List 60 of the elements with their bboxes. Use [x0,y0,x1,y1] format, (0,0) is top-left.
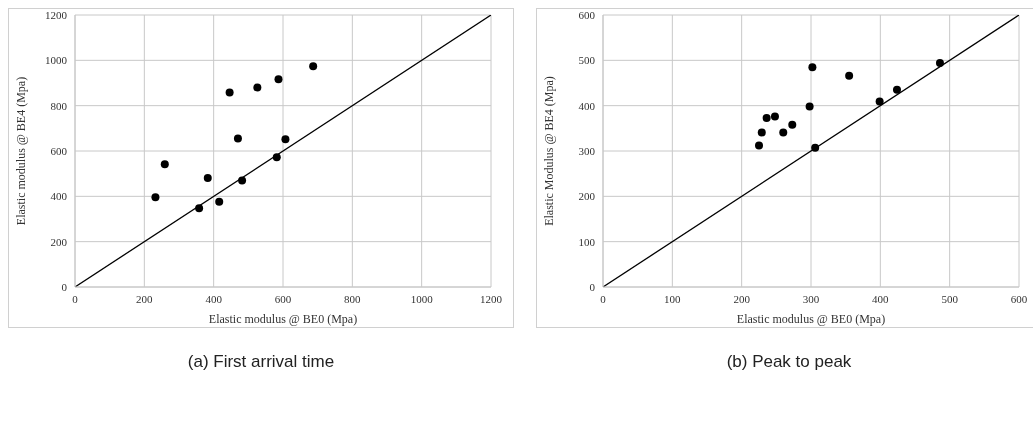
point [935,59,944,68]
text: (b) Peak to peak [725,352,853,372]
point [215,197,224,206]
y-tick-label: 200 [50,235,68,248]
x-tick-label: 1000 [410,292,434,305]
x-tick-label: 400 [205,292,223,305]
x-tick-label: 800 [344,292,362,305]
y-tick-label: 300 [578,144,596,157]
x-tick-label: 600 [274,292,292,305]
point [757,128,766,137]
x-tick-label: 600 [1010,292,1028,305]
point [788,120,797,129]
text: (a) First arrival time [186,352,336,372]
x-axis-title: Elastic modulus @ BE0 (Mpa) [736,312,886,326]
y-tick-label: 200 [578,190,596,203]
point [845,71,854,80]
point [755,141,763,150]
point [233,134,242,143]
point [875,97,884,106]
y-tick-label: 400 [50,190,68,203]
point [160,160,169,169]
y-tick-label: 600 [50,144,68,157]
y-tick-label: 1200 [45,8,68,21]
x-tick-label: 300 [802,292,820,305]
x-axis-title: Elastic modulus @ BE0 (Mpa) [208,312,358,326]
x-tick-label: 200 [733,292,751,305]
y-axis-title: Elastic modulus @ BE4 (Mpa) [14,76,29,226]
y-tick-label: 500 [578,54,596,67]
point [225,88,234,97]
point [203,173,212,182]
y-tick-label: 800 [50,99,68,112]
point [281,135,290,144]
x-tick-label: 0 [600,292,607,305]
y-tick-label: 0 [61,280,68,293]
point [811,143,820,152]
point [762,113,771,122]
point [892,85,901,94]
x-tick-label: 1200 [480,292,503,305]
x-tick-label: 0 [72,292,79,305]
x-tick-label: 200 [136,292,154,305]
y-axis-title: Elastic Modulus @ BE4 (Mpa) [542,76,557,226]
y-tick-label: 400 [578,99,596,112]
y-tick-label: 0 [589,280,596,293]
x-tick-label: 100 [664,292,682,305]
point [253,83,262,92]
point [808,63,817,72]
point [770,112,779,121]
y-tick-label: 600 [578,8,596,21]
point [805,102,814,111]
x-tick-label: 400 [872,292,890,305]
point [309,62,318,71]
point [272,153,281,162]
point [151,193,160,202]
point [195,204,204,213]
y-tick-label: 1000 [45,54,68,67]
point [779,128,788,137]
y-tick-label: 100 [578,235,596,248]
point [238,176,247,185]
point [274,75,283,84]
x-tick-label: 500 [941,292,959,305]
